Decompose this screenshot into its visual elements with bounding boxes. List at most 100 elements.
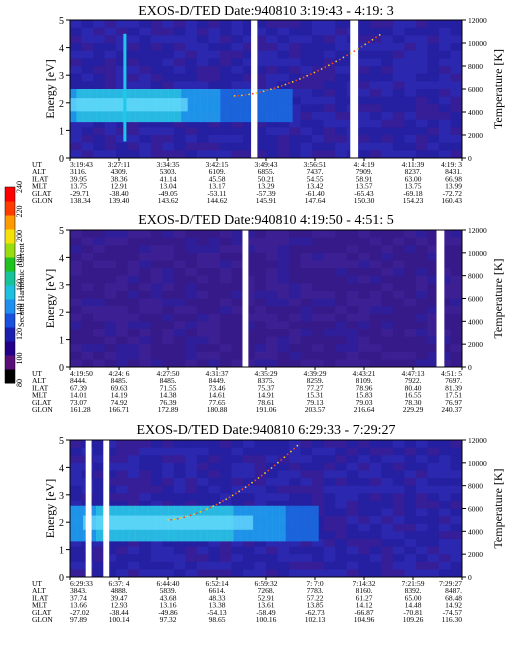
spectrogram-cell	[404, 66, 417, 74]
spectrogram-cell	[438, 119, 451, 128]
spectrogram-cell	[381, 104, 394, 113]
spectrogram-cell	[173, 569, 186, 578]
colorbar-swatch	[5, 355, 15, 370]
spectrogram-cell	[289, 135, 301, 143]
table-cell: 166.71	[109, 405, 130, 414]
spectrogram-cell	[70, 81, 82, 90]
spectrogram-cell	[150, 359, 163, 368]
spectrogram-cell	[381, 89, 394, 97]
band-core	[174, 515, 182, 530]
spectrogram-cell	[104, 470, 117, 479]
colorbar-swatch	[5, 243, 15, 258]
spectrogram-cell	[70, 359, 82, 368]
spectrogram-cell	[104, 493, 117, 502]
table-cell: 14.38	[160, 391, 177, 400]
spectrogram-cell	[196, 142, 209, 151]
spectrogram-cell	[381, 237, 394, 246]
spectrogram-cell	[242, 283, 255, 292]
spectrogram-cell	[116, 237, 128, 246]
spectrogram-cell	[415, 127, 428, 136]
table-cell: 76.97	[445, 398, 462, 407]
spectrogram-cell	[162, 493, 175, 502]
spectrogram-cell	[358, 50, 371, 59]
spectrogram-cell	[358, 237, 371, 246]
spectrogram-cell	[392, 135, 405, 143]
table-cell: 58.91	[356, 174, 373, 183]
spectrogram-cell	[104, 546, 117, 555]
band-segment	[272, 89, 280, 123]
table-cell: 4:43:21	[353, 369, 376, 378]
spectrogram-cell	[404, 252, 417, 261]
spectrogram-cell	[450, 119, 463, 128]
spectrogram-cell	[70, 150, 82, 159]
spectrogram-cell	[358, 268, 371, 276]
spectrogram-cell	[254, 127, 267, 136]
spectrogram-cell	[196, 306, 209, 315]
spectrogram-cell	[427, 135, 440, 143]
spectrogram-cell	[392, 538, 405, 547]
band-core	[89, 98, 97, 112]
spectrogram-cell	[70, 58, 82, 67]
spectrogram-cell	[312, 447, 324, 456]
table-row-label: ALT	[32, 167, 46, 176]
table-cell: -49.86	[158, 608, 178, 617]
spectrogram-cell	[335, 328, 348, 337]
table-cell: 5839.	[160, 586, 177, 595]
spectrogram-cell	[404, 546, 417, 555]
spectrogram-cell	[312, 440, 324, 448]
spectrogram-cell	[81, 135, 94, 143]
temperature-point	[364, 43, 367, 46]
y-tick-label: 4	[59, 253, 64, 264]
band-segment	[207, 89, 215, 123]
spectrogram-cell	[185, 485, 198, 494]
table-cell: 41.14	[160, 174, 177, 183]
table-cell: 13.42	[307, 182, 324, 191]
spectrogram-cell	[277, 485, 290, 494]
spectrogram-cell	[208, 493, 221, 502]
spectrogram-cell	[381, 81, 394, 90]
temperature-point	[280, 459, 283, 461]
spectrogram-cell	[93, 27, 105, 36]
table-cell: 4:24: 6	[108, 369, 129, 378]
table-row-label: UT	[32, 369, 42, 378]
spectrogram-cell	[277, 252, 290, 261]
temperature-point	[324, 66, 327, 69]
spectrogram-cell	[346, 359, 359, 368]
spectrogram-cell	[381, 119, 394, 128]
spectrogram-cell	[208, 127, 221, 136]
spectrogram-cell	[150, 538, 163, 547]
spectrogram-cell	[404, 493, 417, 502]
spectrogram-cell	[254, 20, 267, 28]
spectrogram-cell	[323, 455, 336, 464]
spectrogram-cell	[162, 245, 175, 254]
spectrogram-cell	[415, 313, 428, 322]
spectrogram-cell	[358, 485, 371, 494]
spectrogram-cell	[70, 252, 82, 261]
spectrogram-cell	[127, 66, 140, 74]
spectrogram-cell	[438, 321, 451, 330]
spectrogram-cell	[116, 73, 128, 82]
table-row-label: GLON	[32, 615, 53, 624]
spectrogram-cell	[231, 119, 244, 128]
band-core	[96, 98, 104, 112]
spectrogram-cell	[185, 554, 198, 563]
spectrogram-cell	[300, 66, 313, 74]
spectrogram-cell	[150, 73, 163, 82]
spectrogram-cell	[81, 336, 94, 345]
spectrogram-cell	[93, 321, 105, 330]
spectrogram-cell	[300, 104, 313, 113]
table-cell: -38.40	[109, 189, 129, 198]
spectrogram-cell	[369, 313, 382, 322]
spectrogram-cell	[358, 470, 371, 479]
table-cell: 4:27:50	[157, 369, 180, 378]
spectrogram-cell	[150, 150, 163, 159]
spectrogram-cell	[300, 142, 313, 151]
spectrogram-cell	[116, 290, 128, 299]
band-segment	[213, 89, 221, 123]
spectrogram-cell	[300, 268, 313, 276]
spectrogram-cell	[150, 127, 163, 136]
spectrogram-cell	[427, 150, 440, 159]
spectrogram-cell	[404, 336, 417, 345]
spectrogram-cell	[242, 119, 255, 128]
spectrogram-cell	[173, 283, 186, 292]
